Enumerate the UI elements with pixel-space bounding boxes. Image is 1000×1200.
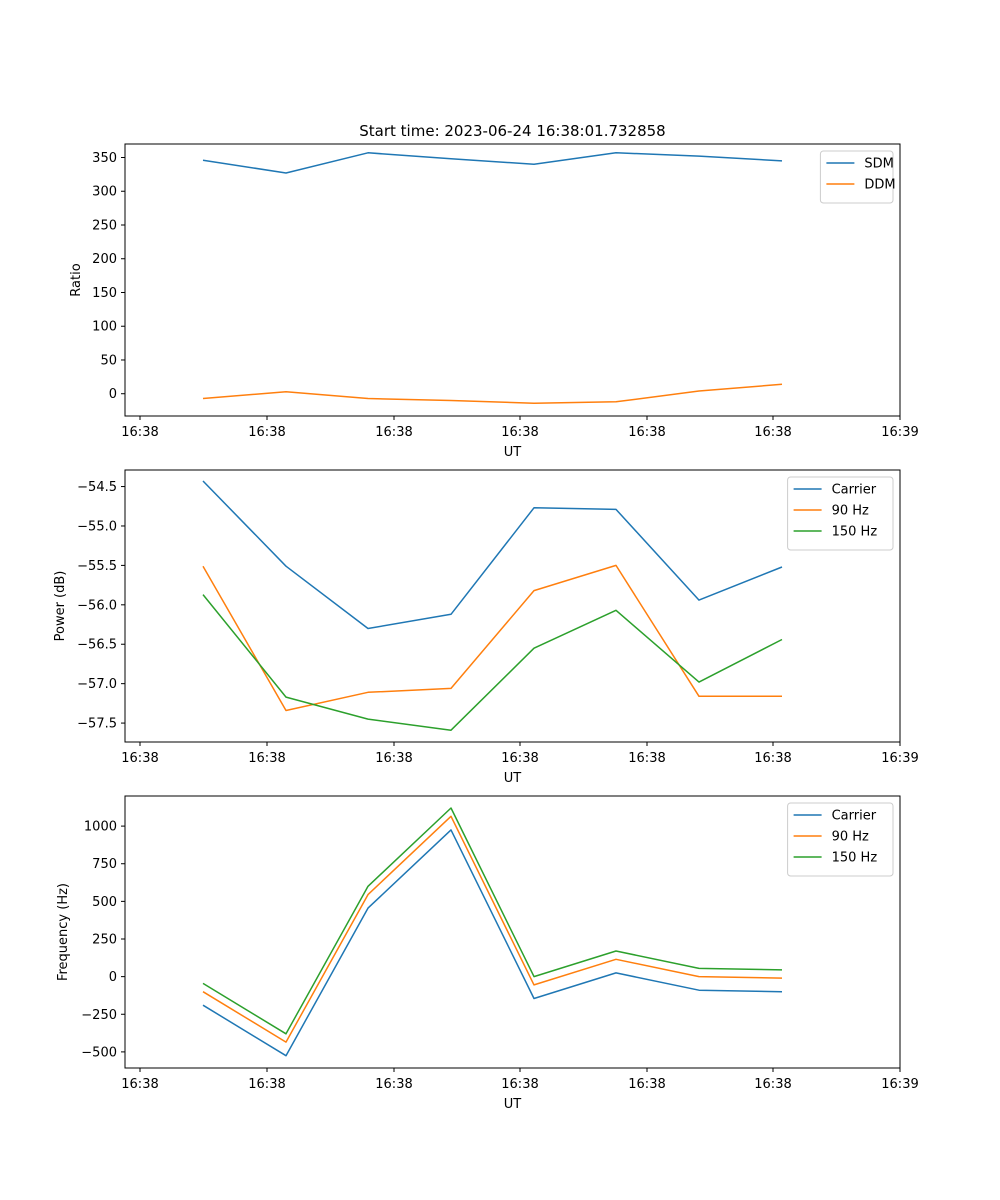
subplot-1: 0 50 100 150 200 250 300 350 16:38 16:38 16:38 16:3… (69, 143, 919, 460)
y-tick-label: 250 (92, 218, 117, 233)
x-axis-label: UT (504, 445, 522, 460)
series-line-carrier (202, 829, 783, 1057)
series-line-90-hz (202, 564, 782, 712)
x-tick-label: 16:38 (375, 425, 412, 440)
y-tick-label: 0 (109, 387, 117, 402)
subplot-2: −57.5 −57.0 −56.5 −56.0 −55.5 −55.0 −54.5 16:38… (53, 469, 919, 786)
y-tick-label: −54.5 (77, 480, 117, 495)
x-tick-label: 16:38 (754, 425, 791, 440)
y-tick-label: 50 (100, 353, 117, 368)
legend-label: 90 Hz (832, 830, 869, 845)
x-tick-label: 16:38 (628, 751, 665, 766)
y-tick-label: −57.0 (77, 677, 117, 692)
y-tick-label: −56.5 (77, 638, 117, 653)
x-tick-label: 16:38 (501, 425, 538, 440)
x-tick-label: 16:39 (881, 425, 918, 440)
y-tick-label: −55.0 (77, 519, 117, 534)
legend-label: 90 Hz (832, 504, 869, 519)
series-line-90-hz (202, 815, 783, 1043)
y-tick-label: 350 (92, 151, 117, 166)
y-tick-label: 100 (92, 320, 117, 335)
y-axis-label: Ratio (69, 263, 84, 296)
x-tick-label: 16:38 (501, 751, 538, 766)
y-axis-label: Frequency (Hz) (56, 883, 71, 981)
x-tick-label: 16:38 (501, 1077, 538, 1092)
y-axis-label: Power (dB) (53, 571, 68, 642)
x-tick-label: 16:38 (121, 425, 158, 440)
y-tick-label: 250 (92, 932, 117, 947)
y-tick-label: 150 (92, 286, 117, 301)
legend-label: SDM (864, 157, 893, 172)
figure-title: Start time: 2023-06-24 16:38:01.732858 (359, 122, 665, 140)
axes-frame (124, 143, 901, 417)
axes-frame (124, 469, 901, 743)
x-tick-label: 16:38 (754, 1077, 791, 1092)
series-line-carrier (202, 480, 783, 630)
x-tick-label: 16:38 (375, 751, 412, 766)
x-tick-label: 16:39 (881, 1077, 918, 1092)
legend-box (819, 150, 894, 204)
y-tick-label: −55.5 (77, 559, 117, 574)
legend-label: 150 Hz (832, 851, 878, 866)
y-tick-label: 750 (92, 857, 117, 872)
y-tick-label: −57.5 (77, 717, 117, 732)
legend-label: 150 Hz (832, 525, 878, 540)
series-line-ddm (202, 383, 783, 404)
x-tick-label: 16:38 (248, 1077, 285, 1092)
y-tick-label: −250 (81, 1008, 117, 1023)
legend: Carrier 90 Hz 150 Hz (787, 802, 894, 877)
series-line-sdm (202, 152, 783, 174)
x-tick-label: 16:38 (375, 1077, 412, 1092)
legend-label: Carrier (832, 809, 877, 824)
y-tick-label: 1000 (84, 820, 117, 835)
axes-frame (124, 795, 901, 1069)
legend: SDM DDM (819, 150, 896, 204)
legend-label: DDM (864, 178, 895, 193)
y-tick-label: 300 (92, 185, 117, 200)
legend-label: Carrier (832, 483, 877, 498)
x-tick-label: 16:39 (881, 751, 918, 766)
x-tick-label: 16:38 (628, 425, 665, 440)
x-tick-label: 16:38 (121, 1077, 158, 1092)
y-tick-label: 0 (109, 970, 117, 985)
subplot-3: −500 −250 0 250 500 750 1000 16:38 16:38 16:38 16:… (56, 795, 919, 1112)
series-line-150-hz (202, 594, 783, 731)
y-tick-label: −500 (81, 1045, 117, 1060)
x-axis-label: UT (504, 1097, 522, 1112)
plots: 0 50 100 150 200 250 300 350 16:38 16:38 16:38 16:3… (53, 143, 919, 1112)
x-tick-label: 16:38 (248, 425, 285, 440)
y-tick-label: 500 (92, 895, 117, 910)
x-tick-label: 16:38 (754, 751, 791, 766)
y-tick-label: 200 (92, 252, 117, 267)
y-tick-label: −56.0 (77, 598, 117, 613)
x-tick-label: 16:38 (628, 1077, 665, 1092)
x-axis-label: UT (504, 771, 522, 786)
series-line-150-hz (202, 807, 783, 1035)
x-tick-label: 16:38 (248, 751, 285, 766)
legend: Carrier 90 Hz 150 Hz (787, 476, 894, 551)
x-tick-label: 16:38 (121, 751, 158, 766)
